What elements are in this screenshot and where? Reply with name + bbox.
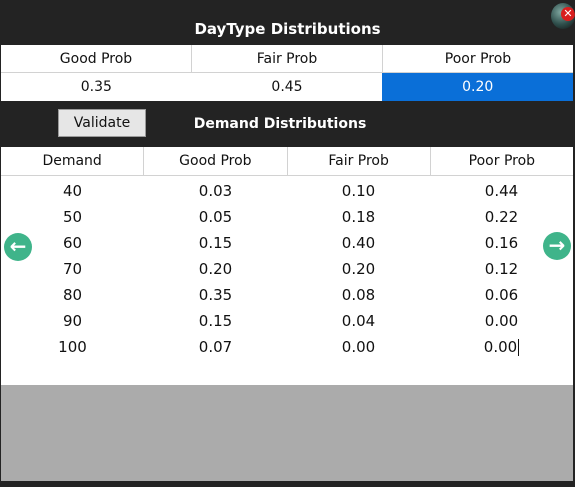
poor-prob-cell[interactable]: 0.16 — [484, 234, 519, 252]
close-icon: ✕ — [561, 7, 575, 21]
empty-table-area — [1, 385, 573, 481]
poor-prob-cell-editing[interactable]: 0.00 — [430, 334, 573, 360]
demand-cell[interactable]: 80 — [62, 286, 83, 304]
good-prob-cell[interactable]: 0.15 — [198, 312, 233, 330]
next-button[interactable]: → — [543, 232, 571, 260]
previous-button[interactable]: ← — [4, 233, 32, 261]
good-prob-cell[interactable]: 0.03 — [198, 182, 233, 200]
daytype-good-cell[interactable]: 0.35 — [80, 79, 112, 95]
poor-prob-cell[interactable]: 0.44 — [484, 182, 519, 200]
poor-prob-cell[interactable]: 0.06 — [484, 286, 519, 304]
demand-header-row: Demand Good Prob Fair Prob Poor Prob — [1, 147, 573, 176]
good-prob-cell[interactable]: 0.05 — [198, 208, 233, 226]
daytype-header-fair: Fair Prob — [192, 45, 383, 73]
table-row: 60 0.15 0.40 0.16 — [1, 230, 573, 256]
fair-prob-cell[interactable]: 0.18 — [341, 208, 376, 226]
daytype-fair-cell[interactable]: 0.45 — [271, 79, 303, 95]
fair-prob-cell[interactable]: 0.20 — [341, 260, 376, 278]
demand-toolbar: Validate Demand Distributions — [0, 102, 575, 146]
fair-prob-cell[interactable]: 0.00 — [341, 338, 376, 356]
demand-cell[interactable]: 50 — [62, 208, 83, 226]
good-prob-cell[interactable]: 0.07 — [198, 338, 233, 356]
daytype-header-good: Good Prob — [1, 45, 192, 73]
good-prob-cell[interactable]: 0.20 — [198, 260, 233, 278]
demand-table: Demand Good Prob Fair Prob Poor Prob 40 … — [1, 147, 573, 385]
poor-prob-cell[interactable]: 0.00 — [484, 312, 519, 330]
demand-cell[interactable]: 70 — [62, 260, 83, 278]
validate-button[interactable]: Validate — [58, 109, 146, 137]
arrow-right-icon: → — [548, 233, 566, 257]
demand-section-title: Demand Distributions — [193, 116, 367, 132]
demand-header-good: Good Prob — [144, 147, 288, 175]
arrow-left-icon: ← — [9, 234, 27, 258]
daytype-value-row: 0.35 0.45 0.20 — [1, 73, 574, 101]
demand-header-fair: Fair Prob — [288, 147, 431, 175]
window-title: DayType Distributions — [194, 20, 381, 38]
demand-cell[interactable]: 90 — [62, 312, 83, 330]
good-prob-cell[interactable]: 0.35 — [198, 286, 233, 304]
demand-cell[interactable]: 60 — [62, 234, 83, 252]
daytype-header-row: Good Prob Fair Prob Poor Prob — [1, 45, 573, 73]
good-prob-cell[interactable]: 0.15 — [198, 234, 233, 252]
demand-header-poor: Poor Prob — [468, 153, 536, 169]
daytype-header-poor: Poor Prob — [383, 45, 573, 73]
poor-prob-cell-text: 0.00 — [483, 338, 518, 356]
fair-prob-cell[interactable]: 0.40 — [341, 234, 376, 252]
close-button[interactable]: ✕ — [551, 3, 575, 29]
daytype-table: Good Prob Fair Prob Poor Prob 0.35 0.45 … — [1, 45, 574, 101]
table-row: 70 0.20 0.20 0.12 — [1, 256, 573, 282]
text-caret — [518, 339, 520, 356]
fair-prob-cell[interactable]: 0.04 — [341, 312, 376, 330]
poor-prob-cell[interactable]: 0.22 — [484, 208, 519, 226]
poor-prob-cell[interactable]: 0.12 — [484, 260, 519, 278]
demand-cell[interactable]: 40 — [62, 182, 83, 200]
fair-prob-cell[interactable]: 0.08 — [341, 286, 376, 304]
demand-cell[interactable]: 100 — [58, 338, 87, 356]
table-row: 40 0.03 0.10 0.44 — [1, 178, 573, 204]
table-row: 50 0.05 0.18 0.22 — [1, 204, 573, 230]
table-row: 100 0.07 0.00 0.00 — [1, 334, 573, 360]
table-row: 80 0.35 0.08 0.06 — [1, 282, 573, 308]
demand-rows: 40 0.03 0.10 0.44 50 0.05 0.18 0.22 60 0… — [1, 176, 573, 360]
fair-prob-cell[interactable]: 0.10 — [341, 182, 376, 200]
table-row: 90 0.15 0.04 0.00 — [1, 308, 573, 334]
demand-header-demand: Demand — [1, 147, 145, 175]
daytype-poor-cell[interactable]: 0.20 — [382, 73, 574, 101]
